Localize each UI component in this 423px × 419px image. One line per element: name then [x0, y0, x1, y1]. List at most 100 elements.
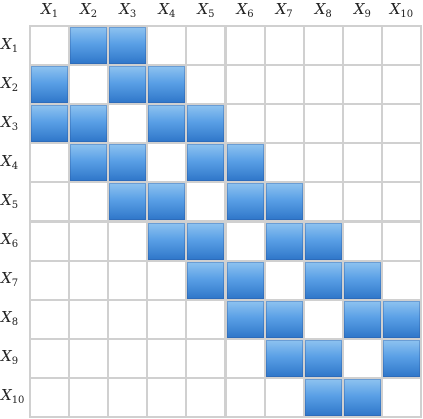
empty-cell [382, 27, 420, 65]
row-label-3: X3 [1, 114, 19, 133]
filled-cell [343, 261, 381, 299]
filled-cell [265, 183, 303, 221]
empty-cell [304, 105, 342, 143]
filled-cell [148, 66, 186, 104]
label-base: X [1, 151, 12, 170]
column-label-4: X4 [158, 2, 175, 20]
filled-cell [70, 105, 108, 143]
label-base: X [353, 0, 365, 18]
empty-cell [382, 144, 420, 182]
label-index: 3 [11, 121, 19, 133]
label-base: X [389, 0, 401, 18]
empty-cell [31, 183, 69, 221]
empty-cell [343, 222, 381, 260]
empty-cell [148, 378, 186, 416]
empty-cell [226, 378, 264, 416]
empty-cell [187, 378, 225, 416]
filled-cell [31, 105, 69, 143]
label-base: X [80, 0, 91, 18]
empty-cell [187, 300, 225, 338]
empty-cell [343, 66, 381, 104]
filled-cell [304, 261, 342, 299]
label-index: 5 [11, 199, 19, 211]
label-index: 3 [129, 9, 137, 20]
filled-cell [70, 27, 108, 65]
empty-cell [31, 222, 69, 260]
filled-cell [343, 378, 381, 416]
empty-cell [70, 183, 108, 221]
filled-cell [148, 222, 186, 260]
empty-cell [382, 66, 420, 104]
column-label-3: X3 [119, 2, 136, 20]
label-index: 1 [51, 9, 59, 20]
row-label-9: X9 [1, 349, 18, 367]
label-base: X [1, 347, 12, 366]
filled-cell [382, 300, 420, 338]
empty-cell [148, 300, 186, 338]
filled-cell [226, 261, 264, 299]
row-label-1: X1 [1, 34, 19, 55]
label-base: X [275, 0, 287, 18]
label-index: 4 [169, 9, 176, 20]
label-index: 8 [11, 317, 19, 329]
empty-cell [31, 378, 69, 416]
row-label-4: X4 [1, 151, 19, 172]
row-label-8: X8 [1, 310, 18, 328]
empty-cell [70, 300, 108, 338]
row-label-2: X2 [1, 73, 19, 94]
empty-cell [187, 183, 225, 221]
empty-cell [187, 66, 225, 104]
label-base: X [41, 0, 52, 18]
empty-cell [226, 27, 264, 65]
empty-cell [109, 300, 147, 338]
filled-cell [148, 105, 186, 143]
filled-cell [226, 144, 264, 182]
empty-cell [109, 378, 147, 416]
label-index: 1 [11, 43, 19, 55]
label-base: X [1, 269, 12, 288]
empty-cell [343, 105, 381, 143]
empty-cell [304, 144, 342, 182]
label-base: X [1, 230, 12, 249]
empty-cell [148, 144, 186, 182]
label-index: 9 [11, 356, 19, 368]
label-base: X [1, 73, 12, 92]
row-label-7: X7 [1, 271, 18, 289]
label-index: 10 [400, 9, 414, 20]
filled-cell [31, 66, 69, 104]
empty-cell [382, 183, 420, 221]
filled-cell [109, 144, 147, 182]
empty-cell [31, 339, 69, 377]
label-index: 4 [11, 160, 19, 172]
label-index: 2 [11, 82, 19, 94]
filled-cell [187, 261, 225, 299]
column-label-9: X9 [354, 2, 371, 20]
label-base: X [314, 0, 326, 18]
empty-cell [343, 144, 381, 182]
filled-cell [187, 144, 225, 182]
empty-cell [226, 222, 264, 260]
filled-cell [265, 300, 303, 338]
label-index: 6 [11, 239, 19, 251]
label-index: 7 [11, 278, 19, 290]
filled-cell [304, 378, 342, 416]
empty-cell [265, 261, 303, 299]
empty-cell [70, 222, 108, 260]
label-base: X [1, 34, 12, 53]
filled-cell [109, 27, 147, 65]
empty-cell [31, 144, 69, 182]
filled-cell [109, 183, 147, 221]
empty-cell [382, 105, 420, 143]
label-base: X [1, 308, 12, 327]
empty-cell [343, 339, 381, 377]
empty-cell [304, 183, 342, 221]
empty-cell [304, 27, 342, 65]
empty-cell [148, 261, 186, 299]
filled-cell [265, 339, 303, 377]
filled-cell [304, 339, 342, 377]
label-index: 2 [90, 9, 98, 20]
empty-cell [148, 27, 186, 65]
column-label-1: X1 [41, 2, 58, 20]
filled-cell [226, 300, 264, 338]
